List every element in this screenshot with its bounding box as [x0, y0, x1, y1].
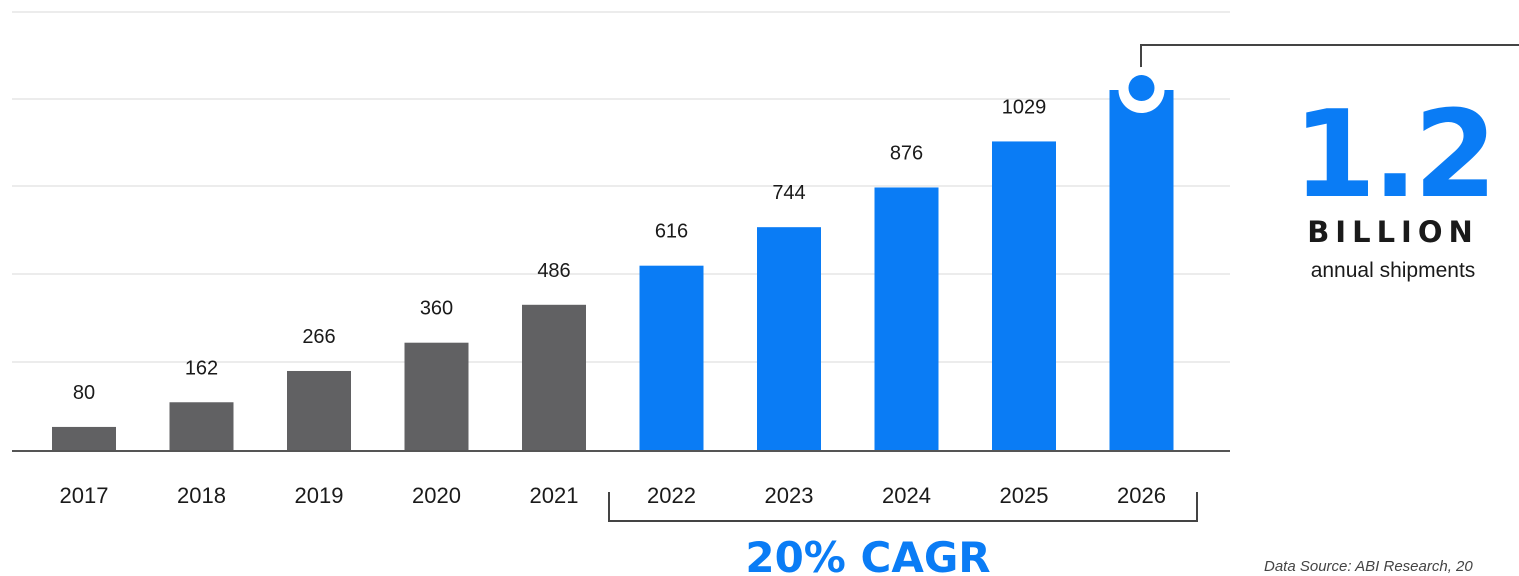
x-tick-2026: 2026: [1117, 483, 1166, 508]
x-tick-2017: 2017: [60, 483, 109, 508]
x-tick-2023: 2023: [765, 483, 814, 508]
bar-2023: [757, 227, 821, 451]
bar-2026: [1109, 90, 1174, 451]
x-tick-2018: 2018: [177, 483, 226, 508]
circle-marker-icon: [1118, 67, 1165, 113]
bar-2025: [992, 141, 1056, 451]
source-note: Data Source: ABI Research, 20: [1264, 558, 1473, 575]
bars: [52, 90, 1174, 451]
bar-2018: [169, 402, 234, 451]
bar-2024: [874, 187, 939, 451]
bar-2017: [52, 426, 116, 451]
callout-value: 1.2: [1293, 86, 1494, 225]
data-label-2023: 744: [772, 182, 805, 204]
data-label-2025: 1029: [1002, 96, 1047, 118]
bar-2019: [287, 370, 351, 451]
data-label-2017: 80: [73, 382, 95, 404]
x-tick-2019: 2019: [295, 483, 344, 508]
data-label-2019: 266: [302, 326, 335, 348]
x-tick-2020: 2020: [412, 483, 461, 508]
x-tick-2025: 2025: [1000, 483, 1049, 508]
cagr-label: 20% CAGR: [745, 533, 990, 576]
callout-connector: [1140, 44, 1519, 84]
data-label-2021: 486: [537, 260, 570, 282]
cagr-bracket: [608, 492, 1198, 522]
x-tick-labels: 2017 2018 2019 2020 2021 2022 2023 2024 2025 2026: [60, 483, 1166, 508]
bar-2022: [639, 265, 704, 451]
bar-2020: [404, 342, 469, 451]
data-label-2024: 876: [890, 142, 923, 164]
callout-caption: annual shipments: [1311, 259, 1476, 282]
x-tick-2022: 2022: [647, 483, 696, 508]
data-labels: 80 162 266 360 486 616 744 876 1029: [73, 96, 1046, 403]
data-label-2022: 616: [655, 221, 688, 243]
data-label-2020: 360: [420, 298, 453, 320]
x-tick-2021: 2021: [530, 483, 579, 508]
bar-2021: [522, 304, 586, 451]
callout-unit: BILLION: [1307, 215, 1479, 249]
x-tick-2024: 2024: [882, 483, 931, 508]
data-label-2018: 162: [185, 357, 218, 379]
